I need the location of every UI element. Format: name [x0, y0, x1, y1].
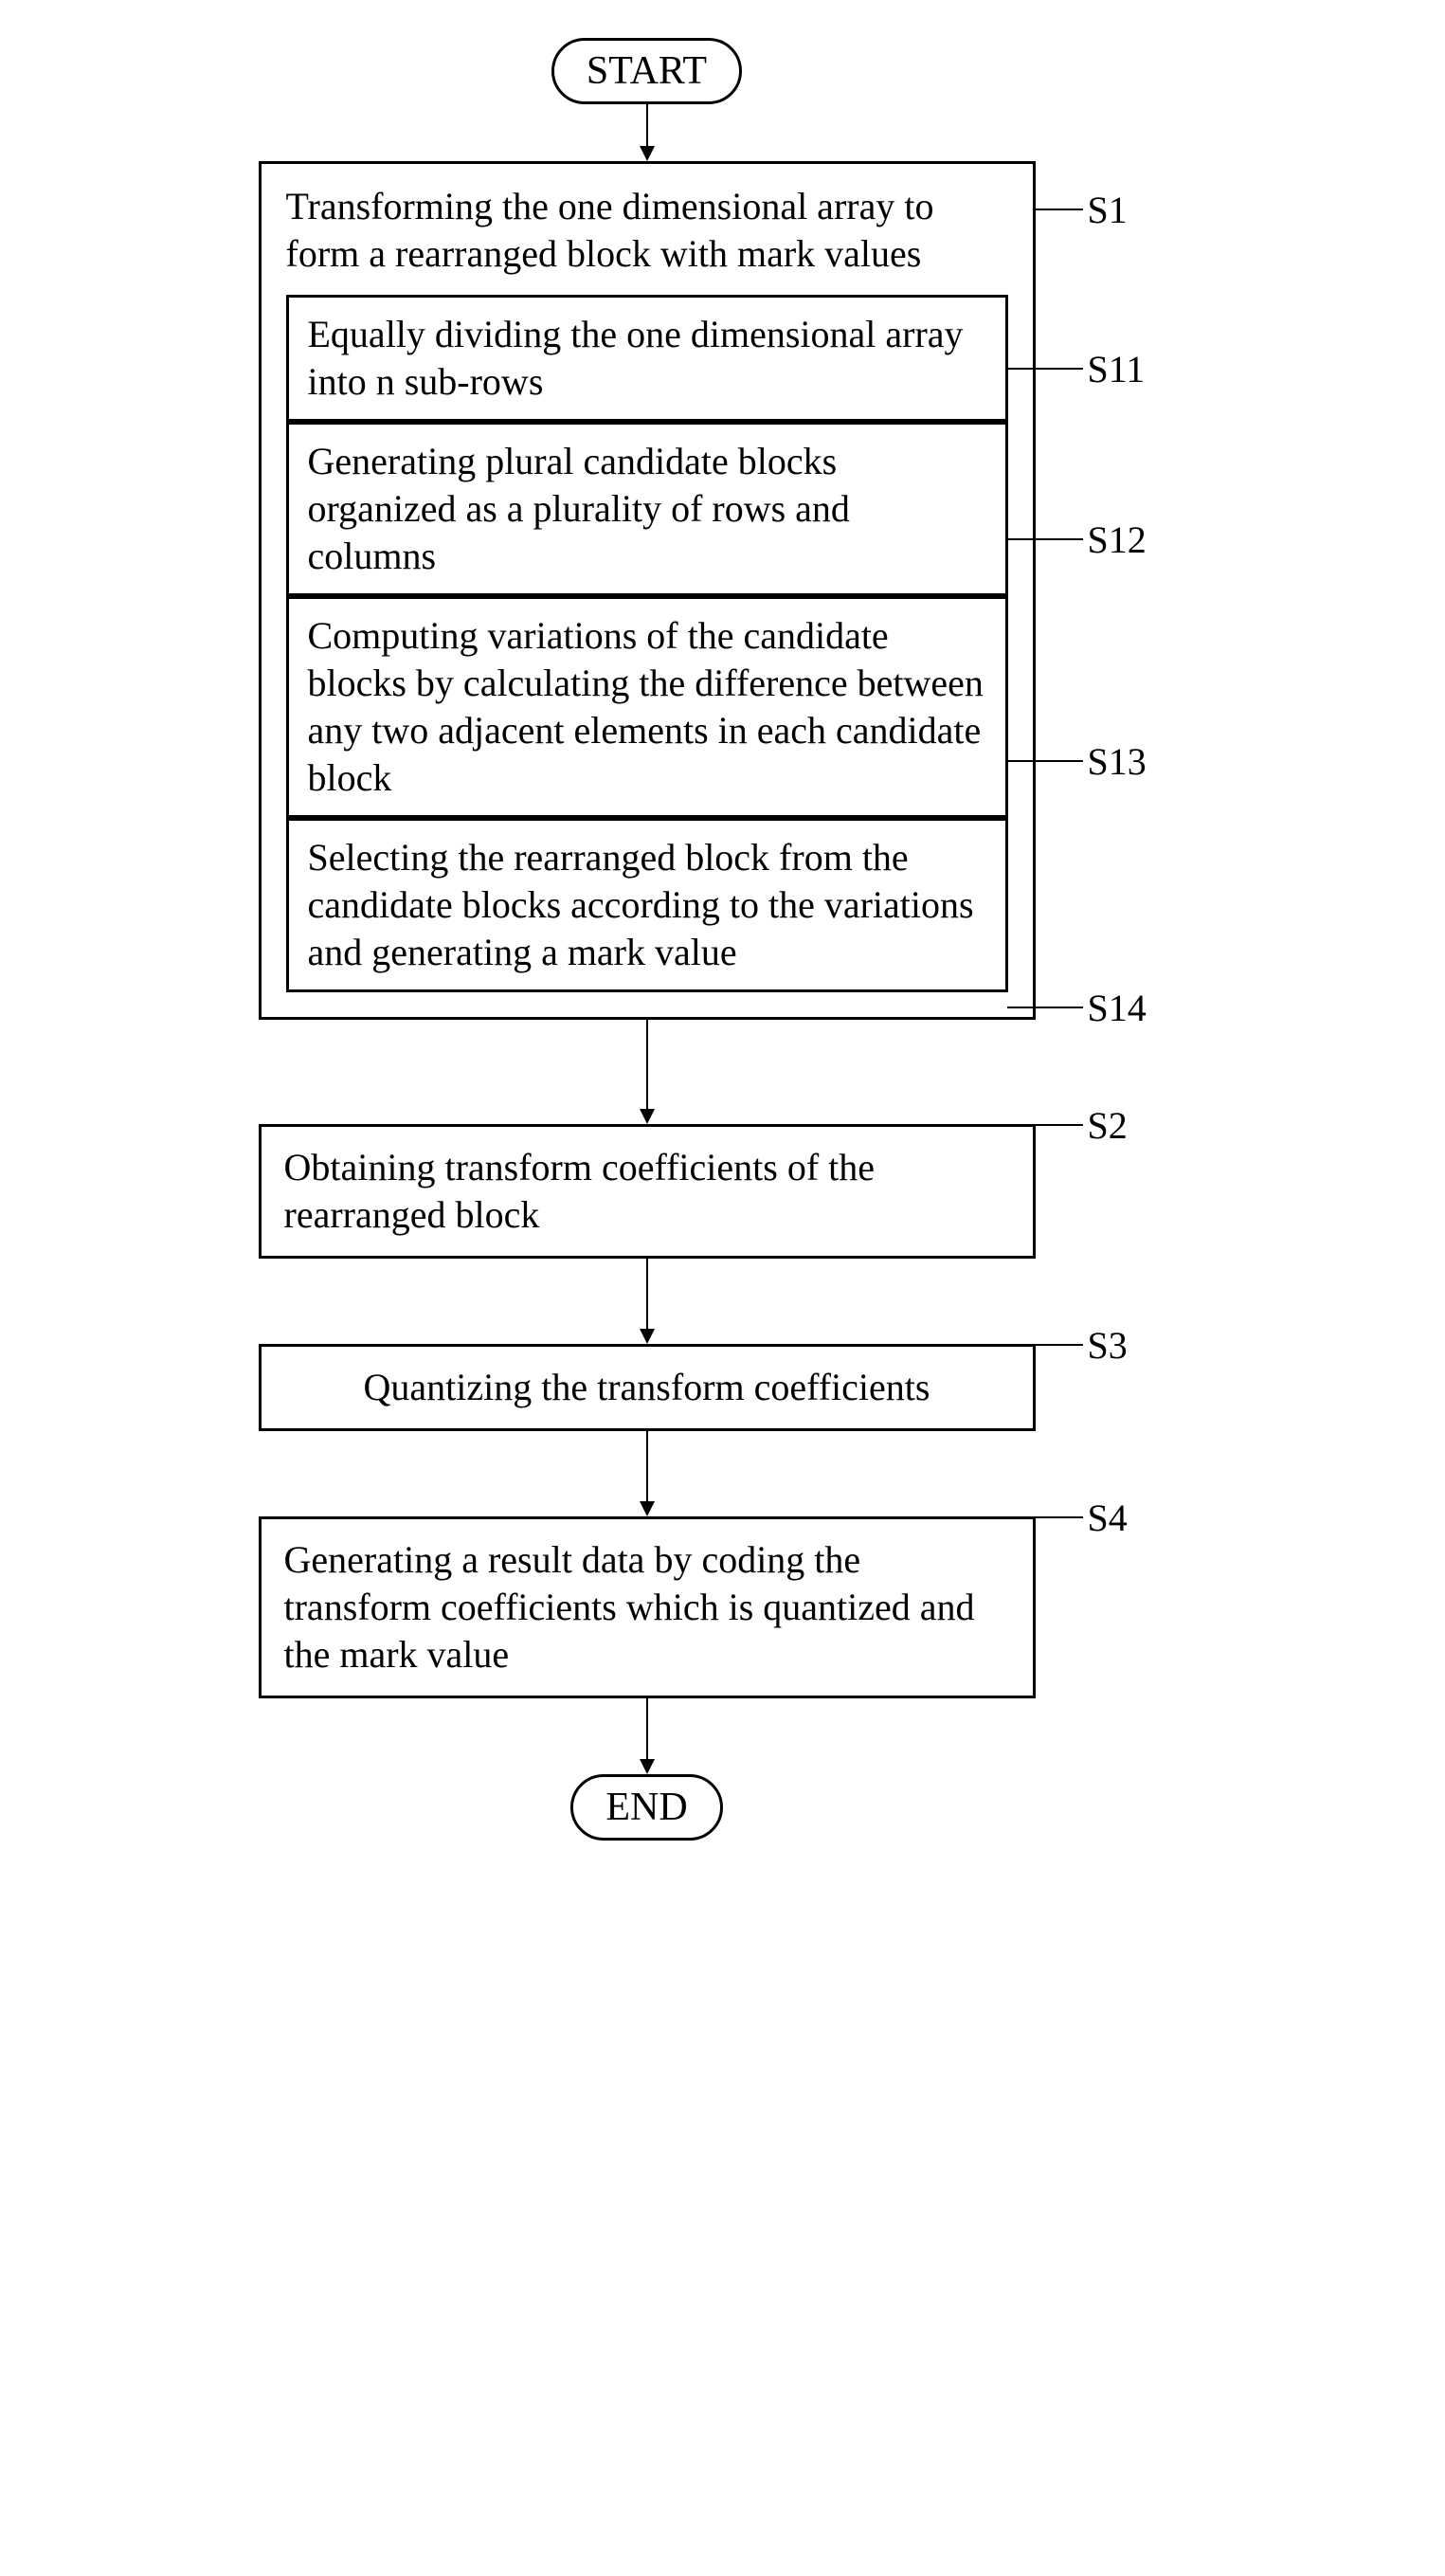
step-s1-title: Transforming the one dimensional array t…: [286, 183, 1008, 278]
step-s11-box: Equally dividing the one dimensional arr…: [286, 295, 1008, 422]
arrow-s2-s3: [259, 1259, 1036, 1344]
start-row: START: [259, 38, 1036, 104]
connector-s2: [1036, 1124, 1083, 1126]
label-s14: S14: [1088, 986, 1147, 1030]
label-s12: S12: [1088, 517, 1147, 562]
arrow-s1-s2: [259, 1020, 1036, 1124]
connector-s12: [1007, 538, 1083, 540]
start-terminal: START: [551, 38, 742, 104]
label-s13: S13: [1088, 739, 1147, 784]
flowchart-container: START Transforming the one dimensional a…: [259, 38, 1187, 1841]
step-s14-box: Selecting the rearranged block from the …: [286, 818, 1008, 992]
row-s2: Obtaining transform coefficients of the …: [259, 1124, 1187, 1259]
row-s14: Selecting the rearranged block from the …: [286, 818, 1008, 992]
connector-s11: [1007, 368, 1083, 370]
row-s12: Generating plural candidate blocks organ…: [286, 422, 1008, 596]
connector-s13: [1007, 760, 1083, 762]
row-s3: Quantizing the transform coefficients S3: [259, 1344, 1187, 1431]
connector-s1: [1036, 209, 1083, 210]
label-s2: S2: [1088, 1103, 1128, 1148]
label-s1: S1: [1088, 188, 1128, 232]
row-s13: Computing variations of the candidate bl…: [286, 596, 1008, 818]
connector-s3: [1036, 1344, 1083, 1346]
step-s3-box: Quantizing the transform coefficients: [259, 1344, 1036, 1431]
connector-s14: [1007, 1007, 1083, 1008]
step-s13-box: Computing variations of the candidate bl…: [286, 596, 1008, 818]
step-s12-box: Generating plural candidate blocks organ…: [286, 422, 1008, 596]
end-row: END: [259, 1774, 1036, 1841]
end-terminal: END: [570, 1774, 722, 1841]
arrow-s4-end: [259, 1698, 1036, 1774]
label-s3: S3: [1088, 1323, 1128, 1368]
row-s4: Generating a result data by coding the t…: [259, 1516, 1187, 1698]
label-s11: S11: [1088, 347, 1146, 391]
label-s4: S4: [1088, 1496, 1128, 1540]
arrow-start-s1: [259, 104, 1036, 161]
step-s1-box: Transforming the one dimensional array t…: [259, 161, 1036, 1020]
arrow-s3-s4: [259, 1431, 1036, 1516]
step-s2-box: Obtaining transform coefficients of the …: [259, 1124, 1036, 1259]
row-s11: Equally dividing the one dimensional arr…: [286, 295, 1008, 422]
row-s1: Transforming the one dimensional array t…: [259, 161, 1187, 1020]
connector-s4: [1036, 1516, 1083, 1518]
step-s4-box: Generating a result data by coding the t…: [259, 1516, 1036, 1698]
